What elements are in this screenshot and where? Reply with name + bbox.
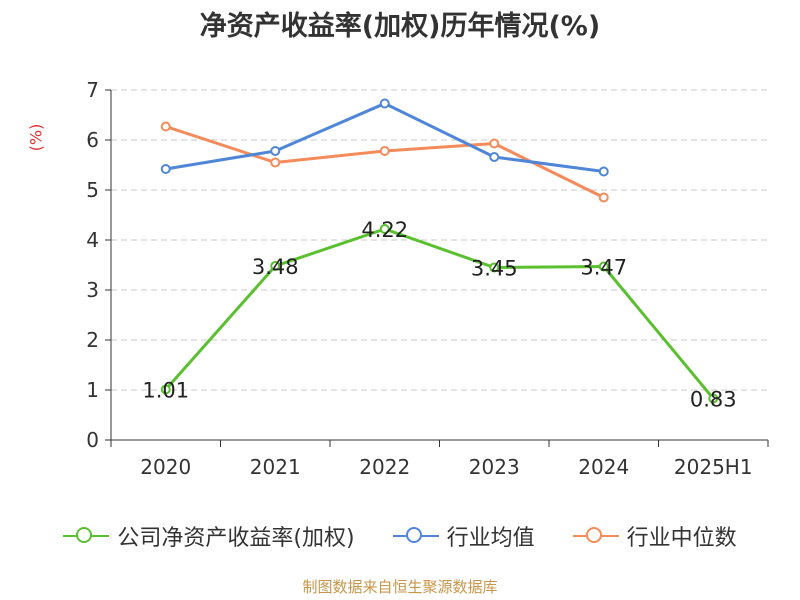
data-label: 3.48 (252, 255, 299, 279)
data-point (708, 393, 719, 404)
data-label: 1.01 (142, 379, 189, 403)
x-tick-label: 2025H1 (674, 455, 753, 479)
legend-marker-icon (572, 526, 619, 546)
data-point (489, 152, 500, 162)
data-point (379, 98, 390, 109)
data-point (489, 138, 500, 149)
data-point (160, 121, 171, 132)
legend-label: 行业中位数 (626, 526, 737, 551)
y-tick-label: 4 (86, 228, 99, 252)
x-tick-label: 2020 (140, 455, 191, 479)
data-point (270, 261, 281, 271)
legend-marker-icon (63, 526, 110, 546)
data-source-note: 制图数据来自恒生聚源数据库 (302, 578, 498, 596)
data-point (379, 146, 390, 156)
data-label: 3.47 (580, 256, 627, 280)
data-label: 0.83 (690, 388, 737, 412)
legend-label: 公司净资产收益率(加权) (117, 526, 355, 551)
x-tick-label: 2021 (250, 455, 301, 479)
x-tick-label: 2022 (359, 455, 410, 479)
data-point (598, 192, 609, 203)
data-label: 3.45 (471, 257, 518, 281)
legend-item-company-roe[interactable]: 公司净资产收益率(加权) (63, 520, 355, 552)
y-tick-label: 6 (86, 128, 99, 152)
data-point (270, 157, 281, 168)
legend-item-industry-mean[interactable]: 行业均值 (392, 520, 535, 552)
data-point (598, 261, 609, 272)
data-point (270, 146, 281, 156)
x-tick-label: 2023 (469, 455, 520, 479)
y-tick-label: 0 (86, 428, 99, 452)
y-tick-label: 1 (86, 378, 99, 402)
y-tick-label: 5 (86, 178, 99, 202)
series-line (164, 227, 715, 400)
data-label: 4.22 (361, 218, 408, 242)
legend-marker-icon (392, 526, 439, 546)
series-line (165, 102, 604, 173)
legend-label: 行业均值 (446, 526, 535, 551)
y-tick-label: 7 (86, 78, 99, 102)
legend: 公司净资产收益率(加权) 行业均值 行业中位数 (0, 520, 800, 552)
chart-title: 净资产收益率(加权)历年情况(%) (199, 11, 601, 42)
data-point (598, 166, 609, 177)
data-point (160, 384, 171, 395)
data-point (379, 224, 390, 234)
data-point (489, 262, 500, 273)
y-tick-label: 3 (86, 278, 99, 302)
x-tick-label: 2024 (578, 455, 629, 479)
legend-item-industry-median[interactable]: 行业中位数 (572, 520, 737, 552)
data-point (160, 164, 171, 174)
y-tick-label: 2 (86, 328, 99, 352)
